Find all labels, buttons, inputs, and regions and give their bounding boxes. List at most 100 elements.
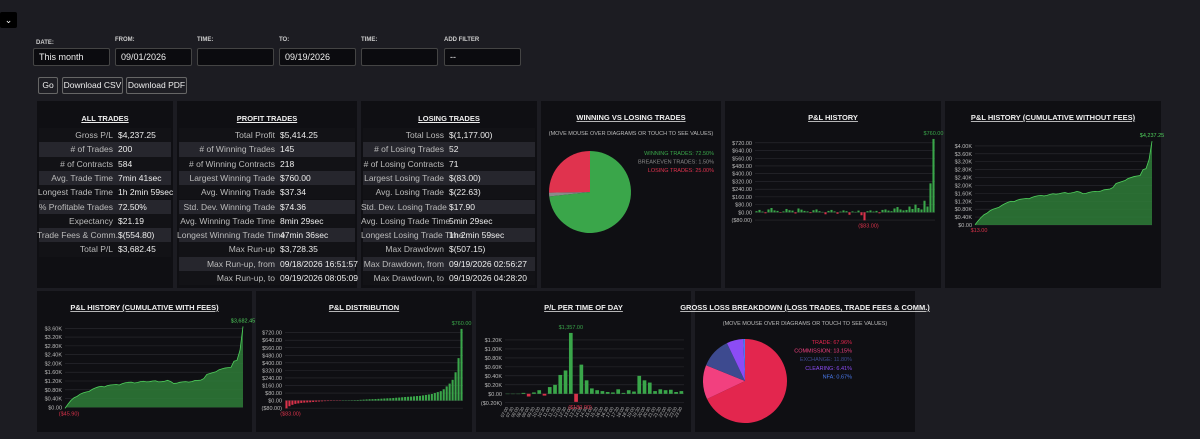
add-filter-label: ADD FILTER xyxy=(444,37,480,43)
y-tick-label: $160.00 xyxy=(262,383,282,389)
table-row xyxy=(179,199,355,214)
x-tick-label: 07:30 xyxy=(505,406,515,419)
bar xyxy=(679,391,684,394)
table-row xyxy=(363,185,535,200)
x-tick-label: 08:00 xyxy=(510,406,520,419)
table-title: ALL TRADES xyxy=(81,114,129,123)
bar xyxy=(309,400,312,403)
table-row xyxy=(179,213,355,229)
menu-toggle[interactable]: ⌄ xyxy=(0,12,17,28)
bar xyxy=(415,396,419,401)
date-select[interactable]: This month xyxy=(33,48,110,66)
x-tick-label: 21:00 xyxy=(647,406,657,419)
row-value: 72.50% xyxy=(118,201,147,212)
table-row xyxy=(363,213,535,229)
area xyxy=(65,326,243,409)
bar xyxy=(448,383,451,401)
y-tick-label: $80.00 xyxy=(735,203,752,209)
chart-subtitle: (MOVE MOUSE OVER DIAGRAMS OR TOUCH TO SE… xyxy=(549,131,714,137)
bar xyxy=(800,209,803,213)
row-label: Max Run-up, to xyxy=(216,273,275,283)
chart-title: P&L DISTRIBUTION xyxy=(329,303,399,312)
table-row xyxy=(39,156,171,171)
pdf-button[interactable]: Download PDF xyxy=(126,77,187,94)
y-tick-label: $3.60K xyxy=(955,152,973,158)
bar xyxy=(932,138,935,213)
go-button[interactable]: Go xyxy=(38,77,58,94)
pie-slice xyxy=(549,192,590,197)
bar xyxy=(764,212,767,214)
bar xyxy=(611,392,615,394)
bar xyxy=(532,392,536,394)
csv-button[interactable]: Download CSV xyxy=(62,77,123,94)
bar xyxy=(600,391,605,394)
bar xyxy=(842,210,845,213)
x-tick-label: 17:30 xyxy=(610,406,620,419)
add-filter-select[interactable]: -- xyxy=(444,48,521,66)
x-tick-label: 13:00 xyxy=(563,406,573,419)
row-label: # of Losing Trades xyxy=(374,144,444,155)
bar xyxy=(410,396,413,401)
from-input[interactable]: 09/01/2026 xyxy=(115,48,192,66)
row-label: Std. Dev. Winning Trade xyxy=(183,201,276,212)
bar xyxy=(371,399,374,401)
bar xyxy=(294,400,297,404)
y-tick-label: $0.00 xyxy=(268,399,282,405)
bar xyxy=(674,391,678,394)
y-tick-label: $80.00 xyxy=(265,391,282,397)
bar xyxy=(809,212,812,214)
y-tick-label: $0.00 xyxy=(48,405,62,411)
legend-label: WINNING TRADES: 72.50% xyxy=(644,151,714,157)
row-label: Total Profit xyxy=(234,130,275,140)
bar xyxy=(872,211,875,213)
bar xyxy=(893,208,896,213)
table-row xyxy=(39,185,171,200)
bar xyxy=(521,392,526,394)
bar xyxy=(878,212,881,214)
table-row xyxy=(39,213,171,229)
bar xyxy=(911,208,914,213)
row-label: Std. Dev. Losing Trade xyxy=(361,201,447,212)
bar xyxy=(457,358,460,401)
time-input[interactable] xyxy=(197,48,274,66)
row-value: 1h 2min 59sec xyxy=(449,230,505,241)
row-value: 09/19/2026 08:05:09 xyxy=(280,273,358,283)
min-label: $13.00 xyxy=(971,228,988,234)
bar xyxy=(303,400,306,403)
bar xyxy=(547,387,552,394)
y-tick-label: $0.40K xyxy=(485,374,503,380)
bar xyxy=(359,399,362,401)
row-label: Max Run-up, from xyxy=(206,258,275,269)
row-value: $(507.15) xyxy=(449,244,486,255)
row-label: # of Contracts xyxy=(60,158,113,169)
row-value: 47min 36sec xyxy=(280,230,329,241)
to-input[interactable]: 09/19/2026 xyxy=(279,48,356,66)
x-tick-label: 16:00 xyxy=(594,406,604,419)
panel xyxy=(256,291,472,432)
bar xyxy=(288,400,291,407)
row-value: $(554.80) xyxy=(118,230,155,241)
x-tick-label: 08:30 xyxy=(515,406,525,419)
x-tick-label: 23:30 xyxy=(673,406,683,419)
bar xyxy=(803,210,806,213)
bar xyxy=(365,399,368,401)
bar xyxy=(386,398,389,401)
y-tick-label: $1.20K xyxy=(45,379,63,385)
bar xyxy=(436,392,439,401)
x-tick-label: 09:30 xyxy=(526,406,536,419)
bar xyxy=(427,394,430,401)
bar xyxy=(806,211,809,213)
max-label: $4,237.25 xyxy=(1140,133,1164,139)
row-label: Avg. Winning Trade Time xyxy=(180,215,275,226)
table-row xyxy=(179,256,355,271)
y-tick-label: ($80.00) xyxy=(262,406,283,412)
bar xyxy=(881,209,884,213)
time-input[interactable] xyxy=(361,48,438,66)
bar xyxy=(421,395,424,401)
min-label: ($45.90) xyxy=(59,411,80,417)
table-row xyxy=(179,228,355,243)
bar xyxy=(595,390,599,394)
bar xyxy=(374,399,377,401)
table-row xyxy=(39,199,171,214)
row-value: $3,682.45 xyxy=(118,244,156,255)
